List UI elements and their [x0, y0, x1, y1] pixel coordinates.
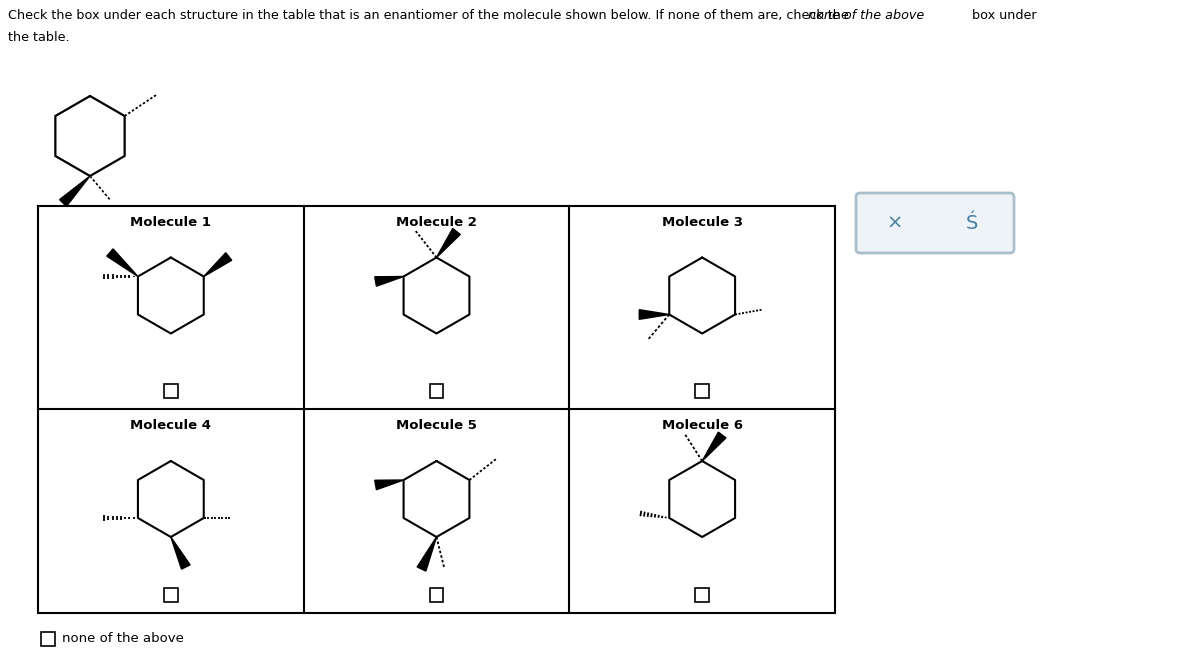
- Polygon shape: [702, 432, 726, 461]
- Bar: [695, 384, 709, 398]
- Text: ×: ×: [887, 214, 904, 233]
- Bar: [164, 384, 178, 398]
- Polygon shape: [418, 537, 437, 571]
- Text: none of the above: none of the above: [808, 9, 924, 22]
- Polygon shape: [640, 310, 670, 319]
- Text: Molecule 4: Molecule 4: [131, 419, 211, 432]
- Text: Molecule 5: Molecule 5: [396, 419, 476, 432]
- Text: Molecule 6: Molecule 6: [661, 419, 743, 432]
- Text: Molecule 3: Molecule 3: [661, 216, 743, 229]
- Text: none of the above: none of the above: [62, 633, 184, 646]
- Text: Ś: Ś: [966, 214, 978, 233]
- Text: the table.: the table.: [8, 31, 70, 44]
- Polygon shape: [374, 276, 403, 286]
- Polygon shape: [437, 229, 461, 258]
- Polygon shape: [107, 249, 138, 276]
- Bar: [695, 588, 709, 602]
- Bar: [430, 384, 444, 398]
- Bar: [430, 588, 444, 602]
- Polygon shape: [170, 537, 190, 569]
- Text: Molecule 2: Molecule 2: [396, 216, 476, 229]
- Polygon shape: [204, 253, 232, 276]
- Text: box under: box under: [968, 9, 1037, 22]
- Bar: [164, 588, 178, 602]
- FancyBboxPatch shape: [856, 193, 1014, 253]
- Polygon shape: [374, 480, 403, 490]
- Polygon shape: [60, 176, 90, 206]
- Bar: [41, 632, 55, 646]
- Text: Check the box under each structure in the table that is an enantiomer of the mol: Check the box under each structure in th…: [8, 9, 853, 22]
- Text: Molecule 1: Molecule 1: [131, 216, 211, 229]
